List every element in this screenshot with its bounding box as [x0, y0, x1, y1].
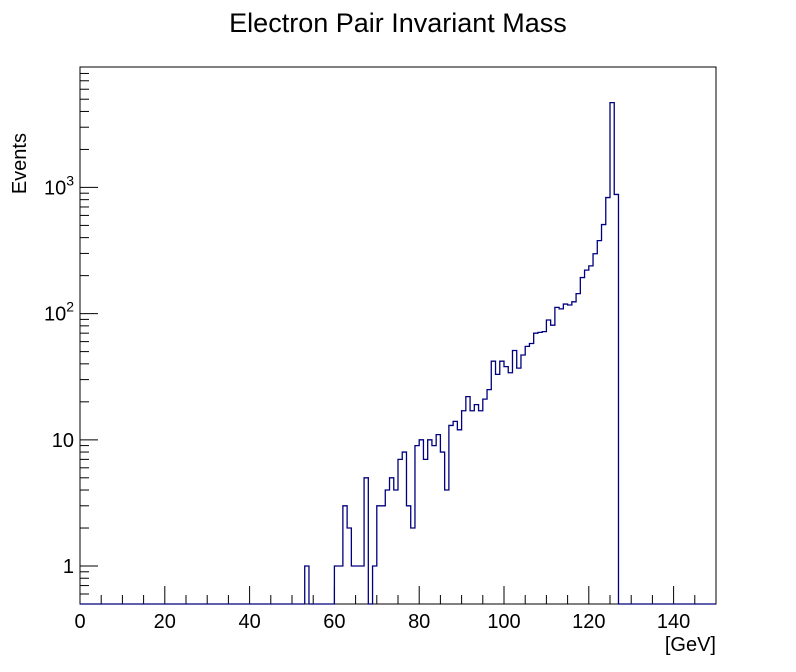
plot-frame: [79, 66, 717, 605]
axis-ticks: [79, 66, 717, 605]
y-tick-label: 10: [52, 430, 74, 452]
x-tick-labels: 0 20 40 60 80 100 120 140: [74, 611, 690, 633]
x-tick-label: 80: [408, 611, 430, 633]
y-axis-label: Events: [9, 133, 31, 194]
x-tick-label: 120: [572, 611, 605, 633]
x-tick-label: 20: [154, 611, 176, 633]
x-tick-label: 0: [74, 611, 85, 633]
x-tick-label: 60: [323, 611, 345, 633]
y-tick-labels: 1 10 102 103: [44, 172, 74, 578]
histogram-line: [80, 101, 716, 605]
x-axis-label: [GeV]: [665, 634, 716, 656]
x-tick-label: 140: [657, 611, 690, 633]
x-tick-label: 40: [238, 611, 260, 633]
x-tick-label: 100: [487, 611, 520, 633]
y-tick-label: 103: [44, 172, 74, 199]
y-tick-label: 1: [63, 556, 74, 578]
y-tick-label: 102: [44, 299, 74, 326]
chart-title: Electron Pair Invariant Mass: [229, 8, 567, 38]
